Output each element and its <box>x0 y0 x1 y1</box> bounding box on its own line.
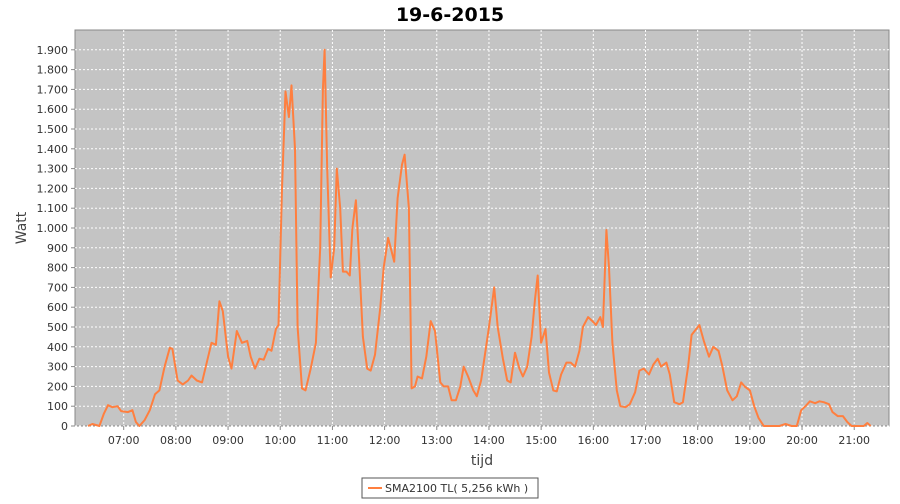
x-tick-label: 14:00 <box>473 434 505 447</box>
y-tick-label: 1.900 <box>37 44 69 57</box>
x-tick-label: 07:00 <box>108 434 140 447</box>
x-tick-label: 10:00 <box>264 434 296 447</box>
x-tick-label: 13:00 <box>421 434 453 447</box>
y-tick-label: 700 <box>47 281 68 294</box>
y-tick-label: 1.800 <box>37 64 69 77</box>
chart-title: 19-6-2015 <box>396 4 504 26</box>
x-tick-label: 19:00 <box>734 434 766 447</box>
plot-area <box>74 29 890 427</box>
legend <box>361 477 539 499</box>
y-tick-label: 1.100 <box>37 202 69 215</box>
x-tick-label: 11:00 <box>317 434 349 447</box>
y-tick-label: 900 <box>47 242 68 255</box>
y-tick-label: 200 <box>47 380 68 393</box>
y-tick-label: 800 <box>47 262 68 275</box>
y-axis-label: Watt <box>14 211 30 244</box>
x-tick-label: 21:00 <box>838 434 870 447</box>
y-tick-label: 500 <box>47 321 68 334</box>
legend-label: SMA2100 TL( 5,256 kWh ) <box>385 482 528 495</box>
y-tick-label: 1.200 <box>37 182 69 195</box>
x-tick-label: 08:00 <box>160 434 192 447</box>
x-axis-label: tijd <box>471 453 493 469</box>
x-tick-label: 12:00 <box>369 434 401 447</box>
y-tick-label: 1.600 <box>37 103 69 116</box>
y-tick-label: 1.300 <box>37 163 69 176</box>
y-tick-label: 1.700 <box>37 83 69 96</box>
y-tick-label: 400 <box>47 341 68 354</box>
x-tick-label: 16:00 <box>577 434 609 447</box>
y-tick-label: 1.400 <box>37 143 69 156</box>
line <box>87 48 872 427</box>
y-tick-label: 1.000 <box>37 222 69 235</box>
y-tick-label: 600 <box>47 301 68 314</box>
x-tick-label: 18:00 <box>682 434 714 447</box>
x-tick-label: 09:00 <box>212 434 244 447</box>
y-tick-label: 300 <box>47 361 68 374</box>
x-tick-label: 15:00 <box>525 434 557 447</box>
x-tick-label: 17:00 <box>630 434 662 447</box>
x-tick-label: 20:00 <box>786 434 818 447</box>
y-tick-label: 1.500 <box>37 123 69 136</box>
y-tick-label: 100 <box>47 400 68 413</box>
y-tick-label: 0 <box>61 420 68 433</box>
